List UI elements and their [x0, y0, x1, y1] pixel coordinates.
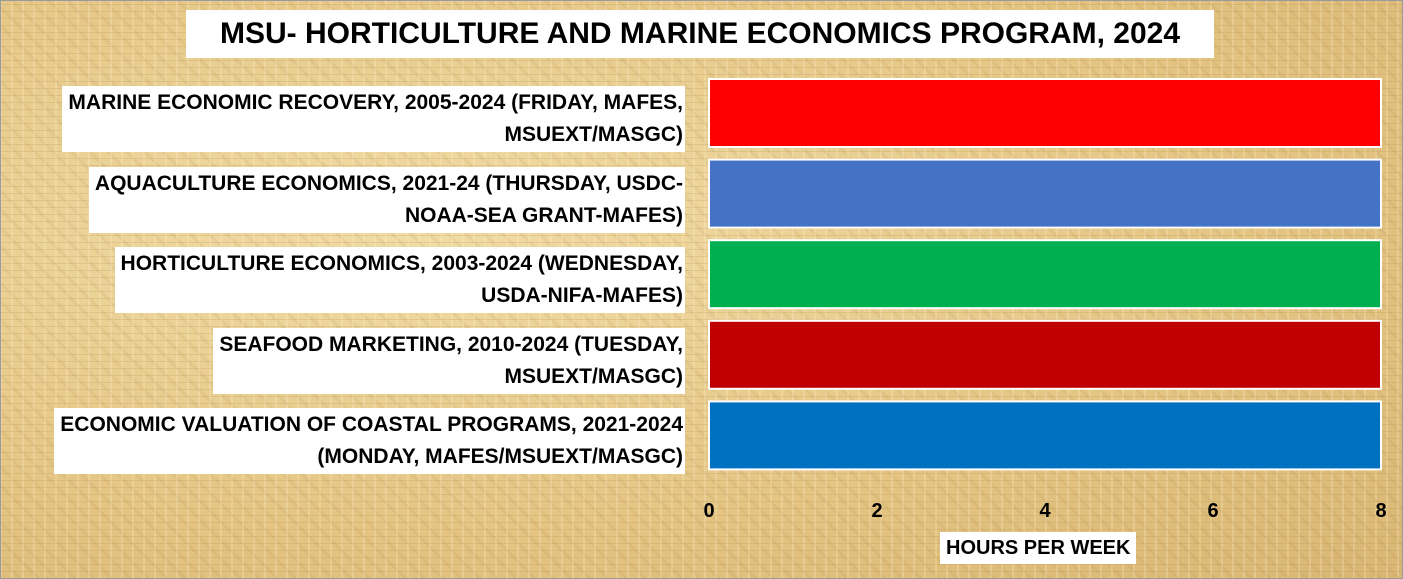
category-label-line: AQUACULTURE ECONOMICS, 2021-24 (THURSDAY… — [94, 172, 683, 195]
bar-economic-valuation — [708, 400, 1382, 471]
bar-aquaculture-economics — [708, 158, 1382, 229]
category-label-horticulture-economics: HORTICULTURE ECONOMICS, 2003-2024 (WEDNE… — [114, 247, 685, 313]
category-label-line: HORTICULTURE ECONOMICS, 2003-2024 (WEDNE… — [120, 252, 683, 275]
x-tick-label: 6 — [1207, 500, 1218, 522]
category-label-line: (MONDAY, MAFES/MSUEXT/MASGC) — [317, 445, 683, 468]
x-tick-label: 0 — [703, 500, 714, 522]
category-label-marine-economic-recovery: MARINE ECONOMIC RECOVERY, 2005-2024 (FRI… — [62, 86, 685, 152]
bar-marine-economic-recovery — [708, 78, 1382, 148]
bar-horticulture-economics — [708, 239, 1382, 310]
x-tick-label: 4 — [1039, 500, 1051, 522]
category-label-line: USDA-NIFA-MAFES) — [481, 284, 683, 307]
category-label-line: MSUEXT/MASGC) — [504, 123, 684, 146]
x-axis-title: HOURS PER WEEK — [940, 532, 1137, 564]
bar-seafood-marketing — [708, 319, 1382, 390]
category-label-line: ECONOMIC VALUATION OF COASTAL PROGRAMS, … — [60, 413, 683, 436]
category-label-line: MARINE ECONOMIC RECOVERY, 2005-2024 (FRI… — [68, 91, 683, 114]
chart-title: MSU- HORTICULTURE AND MARINE ECONOMICS P… — [186, 10, 1214, 58]
category-label-economic-valuation: ECONOMIC VALUATION OF COASTAL PROGRAMS, … — [54, 408, 685, 474]
category-label-line: MSUEXT/MASGC) — [504, 365, 684, 388]
x-tick-label: 2 — [871, 500, 882, 522]
category-label-line: SEAFOOD MARKETING, 2010-2024 (TUESDAY, — [219, 333, 683, 356]
category-label-seafood-marketing: SEAFOOD MARKETING, 2010-2024 (TUESDAY, M… — [213, 328, 685, 394]
category-label-aquaculture-economics: AQUACULTURE ECONOMICS, 2021-24 (THURSDAY… — [88, 167, 685, 233]
category-label-line: NOAA-SEA GRANT-MAFES) — [404, 204, 683, 227]
x-tick-label: 8 — [1375, 500, 1386, 522]
